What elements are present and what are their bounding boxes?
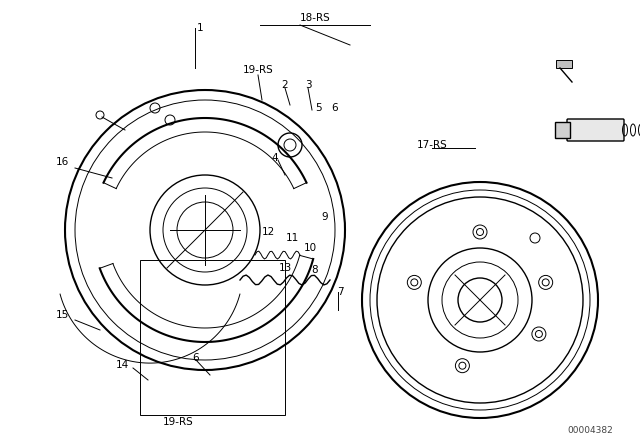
Text: 10: 10 xyxy=(303,243,317,253)
Text: 5: 5 xyxy=(315,103,321,113)
Text: 00004382: 00004382 xyxy=(567,426,613,435)
Bar xyxy=(555,122,570,138)
FancyBboxPatch shape xyxy=(567,119,624,141)
Text: 7: 7 xyxy=(337,287,343,297)
Text: 9: 9 xyxy=(322,212,328,222)
Text: 8: 8 xyxy=(312,265,318,275)
Text: 17-RS: 17-RS xyxy=(417,140,447,150)
Text: 15: 15 xyxy=(56,310,68,320)
Text: 6: 6 xyxy=(332,103,339,113)
Text: 19-RS: 19-RS xyxy=(163,417,193,427)
Text: 14: 14 xyxy=(115,360,129,370)
Text: 4: 4 xyxy=(272,153,278,163)
Text: 16: 16 xyxy=(56,157,68,167)
Text: 11: 11 xyxy=(285,233,299,243)
Bar xyxy=(556,60,572,68)
Text: 19-RS: 19-RS xyxy=(243,65,273,75)
Text: 2: 2 xyxy=(282,80,288,90)
Text: 18-RS: 18-RS xyxy=(300,13,330,23)
Text: 1: 1 xyxy=(196,23,204,33)
Bar xyxy=(140,260,285,415)
Text: 3: 3 xyxy=(305,80,311,90)
Text: 12: 12 xyxy=(261,227,275,237)
Text: 6: 6 xyxy=(193,353,199,363)
Text: 13: 13 xyxy=(278,263,292,273)
